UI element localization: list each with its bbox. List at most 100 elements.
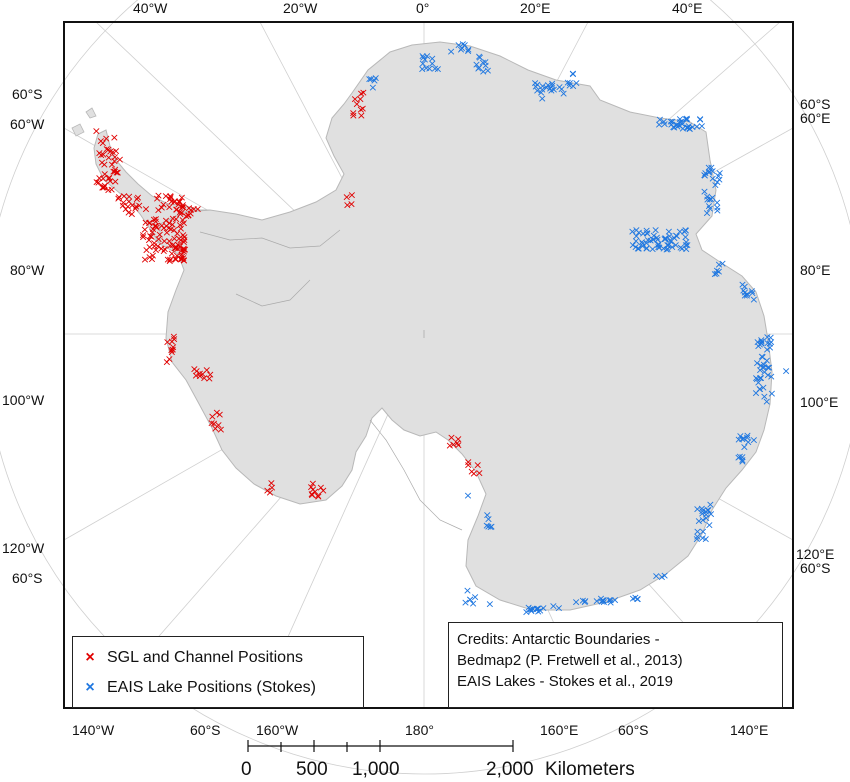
position-marker: × [209, 417, 218, 430]
position-marker: × [159, 222, 168, 235]
position-marker: × [454, 39, 463, 52]
position-marker: × [174, 239, 183, 252]
position-marker: × [179, 245, 188, 258]
position-marker: × [742, 431, 751, 444]
position-marker: × [177, 252, 186, 265]
position-marker: × [140, 223, 149, 236]
position-marker: × [669, 121, 678, 134]
position-marker: × [705, 165, 714, 178]
position-marker: × [596, 592, 605, 605]
position-marker: × [123, 200, 132, 213]
position-marker: × [704, 166, 713, 179]
position-marker: × [532, 602, 541, 615]
position-marker: × [157, 242, 166, 255]
position-marker: × [171, 253, 180, 266]
position-marker: × [715, 166, 724, 179]
position-marker: × [631, 240, 640, 253]
position-marker: × [154, 203, 163, 216]
position-marker: × [653, 233, 662, 246]
position-marker: × [461, 596, 470, 609]
position-marker: × [703, 504, 712, 517]
position-marker: × [189, 203, 198, 216]
position-marker: × [161, 190, 170, 203]
position-marker: × [124, 195, 133, 208]
position-marker: × [458, 38, 467, 51]
sgl-marker-icon: × [85, 649, 95, 666]
position-marker: × [682, 121, 691, 134]
position-marker: × [121, 203, 130, 216]
position-marker: × [649, 229, 658, 242]
position-marker: × [371, 71, 380, 84]
position-marker: × [744, 435, 753, 448]
position-marker: × [698, 525, 707, 538]
position-marker: × [138, 228, 147, 241]
position-marker: × [711, 179, 720, 192]
position-marker: × [216, 423, 225, 436]
position-marker: × [572, 76, 581, 89]
position-marker: × [165, 353, 174, 366]
position-marker: × [159, 244, 168, 257]
position-marker: × [195, 367, 204, 380]
map-frame [63, 21, 794, 709]
position-marker: × [347, 197, 356, 210]
position-marker: × [485, 598, 494, 611]
position-marker: × [170, 194, 179, 207]
position-marker: × [765, 341, 774, 354]
position-marker: × [145, 250, 154, 263]
position-marker: × [453, 437, 462, 450]
position-marker: × [742, 289, 751, 302]
position-marker: × [179, 254, 188, 267]
position-marker: × [177, 206, 186, 219]
position-marker: × [316, 481, 325, 494]
position-marker: × [675, 115, 684, 128]
position-marker: × [349, 106, 358, 119]
position-marker: × [634, 226, 643, 239]
position-marker: × [481, 55, 490, 68]
scale-label-1000: 1,000 [352, 759, 400, 780]
position-marker: × [168, 343, 177, 356]
position-marker: × [447, 431, 456, 444]
position-marker: × [472, 58, 481, 71]
label-top-0: 0° [416, 0, 430, 16]
position-marker: × [115, 153, 124, 166]
position-marker: × [606, 593, 615, 606]
position-marker: × [430, 62, 439, 75]
position-marker: × [177, 244, 186, 257]
position-marker: × [605, 593, 614, 606]
position-marker: × [147, 253, 156, 266]
position-marker: × [148, 222, 157, 235]
position-marker: × [151, 220, 160, 233]
position-marker: × [666, 235, 675, 248]
position-marker: × [762, 354, 771, 367]
position-marker: × [267, 481, 276, 494]
position-marker: × [568, 80, 577, 93]
position-marker: × [105, 175, 114, 188]
position-marker: × [718, 257, 727, 270]
label-right-60s-bottom: 60°S [800, 560, 831, 576]
position-marker: × [707, 161, 716, 174]
position-marker: × [127, 208, 136, 221]
position-marker: × [481, 59, 490, 72]
position-marker: × [749, 293, 758, 306]
position-marker: × [482, 519, 491, 532]
label-top-20w: 20°W [283, 0, 318, 16]
position-marker: × [548, 79, 557, 92]
position-marker: × [308, 477, 317, 490]
position-marker: × [172, 203, 181, 216]
position-marker: × [735, 450, 744, 463]
position-marker: × [654, 240, 663, 253]
position-marker: × [655, 241, 664, 254]
position-marker: × [175, 240, 184, 253]
position-marker: × [186, 203, 195, 216]
legend-label-sgl: SGL and Channel Positions [107, 649, 303, 666]
position-marker: × [664, 238, 673, 251]
position-marker: × [738, 433, 747, 446]
position-marker: × [642, 224, 651, 237]
position-marker: × [693, 530, 702, 543]
position-marker: × [184, 209, 193, 222]
position-marker: × [171, 241, 180, 254]
position-marker: × [428, 57, 437, 70]
position-marker: × [179, 217, 188, 230]
position-marker: × [177, 250, 186, 263]
